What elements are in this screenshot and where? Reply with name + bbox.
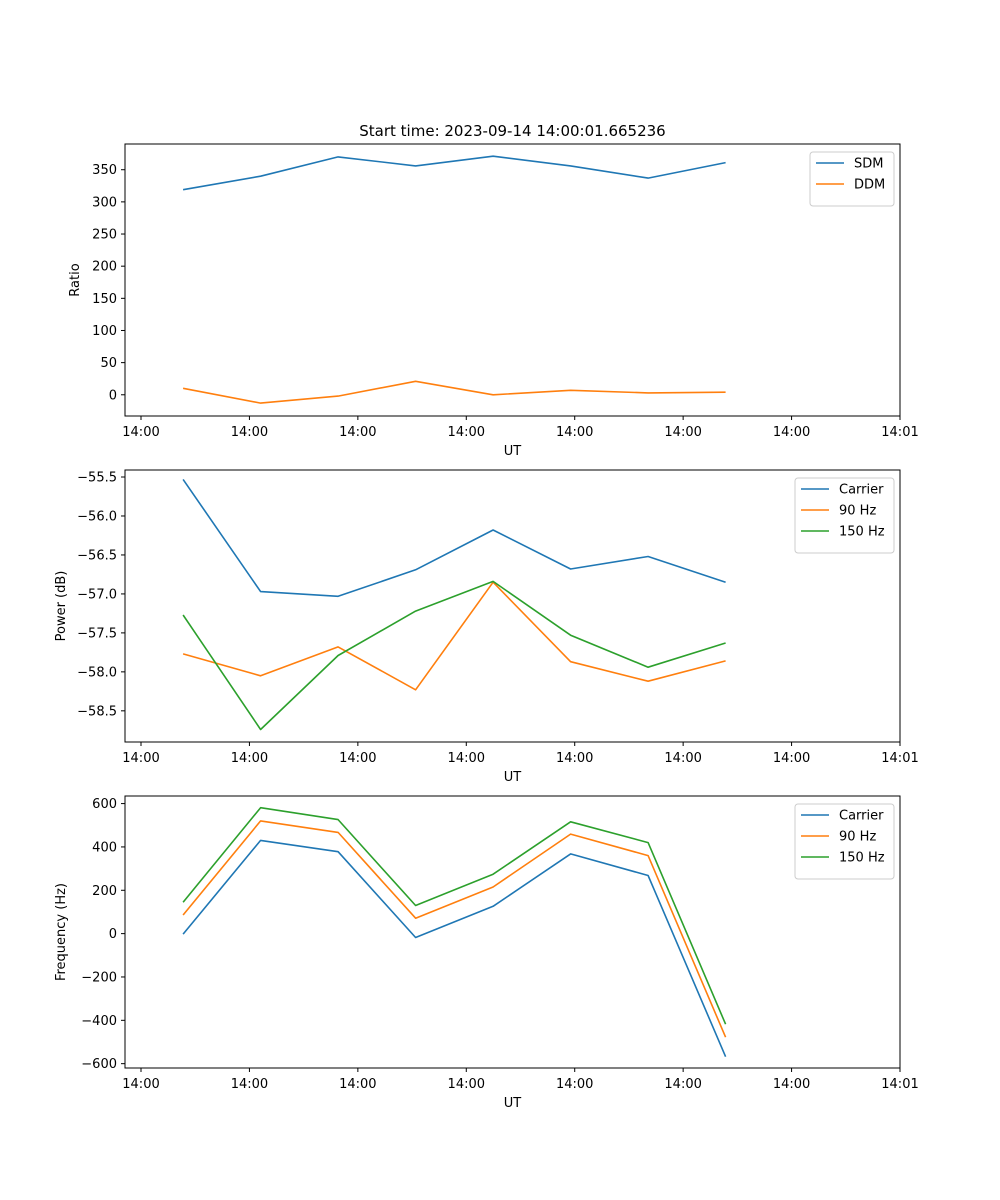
y-tick-label: 300 [92,195,117,210]
legend-label: Carrier [839,483,884,498]
series-line-90-hz [182,581,726,691]
x-tick-label: 14:00 [231,425,268,440]
legend-box [794,803,895,880]
x-tick-label: 14:00 [122,425,159,440]
y-tick-label: −57.5 [77,626,117,641]
plot-frame [124,143,901,417]
x-tick-label: 14:01 [881,1077,918,1092]
y-axis-label: Ratio [68,263,83,296]
x-tick-label: 14:00 [339,751,376,766]
x-tick-label: 14:00 [122,751,159,766]
x-tick-label: 14:00 [664,751,701,766]
y-tick-label: 350 [92,163,117,178]
x-axis-label: UT [504,1096,522,1111]
y-tick-label: 250 [92,228,117,243]
y-tick-label: −56.5 [77,548,117,563]
series-line-carrier [182,478,726,598]
y-tick-label: −600 [81,1057,117,1072]
x-axis-label: UT [504,444,522,459]
y-tick-label: 200 [92,260,117,275]
y-tick-label: −400 [81,1014,117,1029]
frequency-chart: 14:00 14:00 14:00 14:00 14:00 14:00 14:00 14:01… [54,795,919,1111]
y-tick-label: 600 [92,797,117,812]
y-tick-label: 0 [109,927,117,942]
x-tick-label: 14:01 [881,751,918,766]
series-line-ddm [182,380,726,404]
legend-label: SDM [854,157,883,172]
series-line-90-hz [182,820,727,1038]
power-chart: 14:00 14:00 14:00 14:00 14:00 14:00 14:00 14:01… [54,469,919,785]
legend-label: 90 Hz [839,830,876,845]
legend-label: Carrier [839,809,884,824]
legend-label: DDM [854,178,885,193]
x-tick-label: 14:00 [122,1077,159,1092]
x-tick-label: 14:00 [339,1077,376,1092]
legend-label: 150 Hz [839,525,885,540]
x-tick-label: 14:00 [773,751,810,766]
legend-box [794,477,895,554]
legend-label: 90 Hz [839,504,876,519]
x-tick-label: 14:00 [773,425,810,440]
x-tick-label: 14:00 [231,1077,268,1092]
x-axis-label: UT [504,770,522,785]
y-tick-label: 100 [92,324,117,339]
y-axis-label: Power (dB) [54,571,69,642]
legend-label: 150 Hz [839,851,885,866]
y-tick-label: −58.5 [77,704,117,719]
series-line-sdm [182,155,726,191]
x-tick-label: 14:00 [664,1077,701,1092]
y-tick-label: 200 [92,884,117,899]
y-tick-label: 0 [109,388,117,403]
y-tick-label: 150 [92,292,117,307]
y-tick-label: −200 [81,970,117,985]
y-tick-label: 50 [100,356,117,371]
x-tick-label: 14:00 [556,751,593,766]
x-tick-label: 14:00 [339,425,376,440]
x-tick-label: 14:00 [773,1077,810,1092]
x-tick-label: 14:00 [448,425,485,440]
x-tick-label: 14:01 [881,425,918,440]
ratio-chart: 14:00 14:00 14:00 14:00 14:00 14:00 14:00 14:01… [68,143,919,459]
y-axis-label: Frequency (Hz) [54,883,69,981]
x-tick-label: 14:00 [448,751,485,766]
series-line-150-hz [182,580,726,731]
x-tick-label: 14:00 [448,1077,485,1092]
figure-title: Start time: 2023-09-14 14:00:01.665236 [359,122,665,140]
series-line-carrier [182,839,727,1058]
y-tick-label: −58.0 [77,665,117,680]
series-line-150-hz [182,806,727,1025]
y-tick-label: 400 [92,840,117,855]
y-tick-label: −56.0 [77,509,117,524]
x-tick-label: 14:00 [556,1077,593,1092]
x-tick-label: 14:00 [556,425,593,440]
plot-frame [124,469,901,743]
x-tick-label: 14:00 [231,751,268,766]
y-tick-label: −57.0 [77,587,117,602]
y-tick-label: −55.5 [77,471,117,486]
legend-box [809,151,895,207]
x-tick-label: 14:00 [664,425,701,440]
plot-frame [124,795,901,1069]
